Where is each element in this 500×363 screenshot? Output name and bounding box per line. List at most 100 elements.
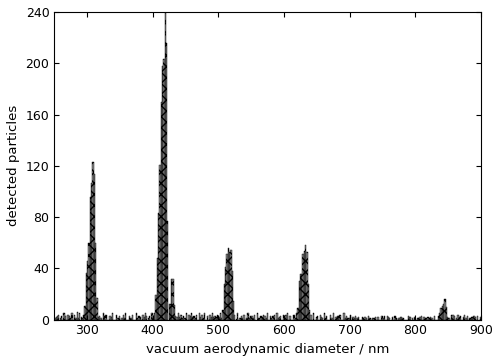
Bar xyxy=(250,316,251,320)
Bar xyxy=(370,318,371,320)
Bar xyxy=(259,318,260,320)
Bar xyxy=(267,313,268,320)
Bar xyxy=(229,252,230,320)
Bar xyxy=(443,304,444,320)
Bar xyxy=(301,274,302,320)
Bar xyxy=(162,66,163,320)
Bar xyxy=(254,314,255,320)
Bar xyxy=(350,314,351,320)
Bar xyxy=(389,318,390,320)
Bar xyxy=(106,314,107,320)
Bar xyxy=(306,252,308,320)
Bar xyxy=(234,314,235,320)
Bar xyxy=(94,174,95,320)
Bar xyxy=(146,316,148,320)
Bar xyxy=(154,313,156,320)
Bar xyxy=(460,316,462,320)
Bar xyxy=(132,314,133,320)
Bar xyxy=(343,313,344,320)
Bar xyxy=(202,318,204,320)
Bar xyxy=(258,318,259,320)
Bar xyxy=(95,244,96,320)
Bar xyxy=(198,313,200,320)
Bar xyxy=(283,314,284,320)
Bar xyxy=(188,314,190,320)
Bar xyxy=(194,316,195,320)
Bar xyxy=(358,317,359,320)
Bar xyxy=(316,317,317,320)
Bar xyxy=(90,197,91,320)
Bar xyxy=(246,318,248,320)
Bar xyxy=(330,314,332,320)
Bar xyxy=(236,319,237,320)
Bar xyxy=(410,317,412,320)
Bar xyxy=(216,317,217,320)
Bar xyxy=(83,314,84,320)
Bar xyxy=(192,317,194,320)
Bar xyxy=(286,313,288,320)
Bar xyxy=(474,317,476,320)
Bar xyxy=(79,313,80,320)
Bar xyxy=(212,313,213,320)
Bar xyxy=(112,313,114,320)
Bar xyxy=(262,317,263,320)
Bar xyxy=(129,316,130,320)
Bar xyxy=(213,317,214,320)
Bar xyxy=(462,317,464,320)
Bar xyxy=(321,317,322,320)
Bar xyxy=(348,318,350,320)
Bar xyxy=(364,317,366,320)
Bar xyxy=(309,310,310,320)
Bar xyxy=(226,254,228,320)
X-axis label: vacuum aerodynamic diameter / nm: vacuum aerodynamic diameter / nm xyxy=(146,343,390,356)
Bar xyxy=(458,314,459,320)
Bar xyxy=(57,316,58,320)
Bar xyxy=(466,316,468,320)
Bar xyxy=(278,318,279,320)
Bar xyxy=(228,248,229,320)
Bar xyxy=(179,317,180,320)
Bar xyxy=(242,318,244,320)
Bar xyxy=(302,254,304,320)
Bar xyxy=(122,314,124,320)
Bar xyxy=(170,304,171,320)
Bar xyxy=(241,316,242,320)
Bar xyxy=(388,317,389,320)
Bar xyxy=(84,306,86,320)
Bar xyxy=(140,317,141,320)
Bar xyxy=(366,318,367,320)
Bar xyxy=(180,314,182,320)
Bar xyxy=(398,318,400,320)
Bar xyxy=(382,318,384,320)
Bar xyxy=(270,316,271,320)
Bar xyxy=(124,318,125,320)
Bar xyxy=(214,316,216,320)
Bar xyxy=(280,316,281,320)
Bar xyxy=(263,314,264,320)
Bar xyxy=(118,316,120,320)
Bar xyxy=(434,316,435,320)
Bar xyxy=(184,318,186,320)
Bar xyxy=(252,318,254,320)
Bar xyxy=(477,316,478,320)
Bar xyxy=(420,316,422,320)
Bar xyxy=(136,313,137,320)
Bar xyxy=(452,314,454,320)
Bar xyxy=(297,309,298,320)
Bar xyxy=(68,316,70,320)
Bar xyxy=(210,317,212,320)
Bar xyxy=(256,313,258,320)
Bar xyxy=(279,317,280,320)
Bar xyxy=(274,314,275,320)
Bar xyxy=(87,261,88,320)
Bar xyxy=(344,318,346,320)
Bar xyxy=(470,317,472,320)
Bar xyxy=(137,318,138,320)
Bar xyxy=(92,162,94,320)
Bar xyxy=(313,313,314,320)
Bar xyxy=(70,318,71,320)
Bar xyxy=(392,317,393,320)
Bar xyxy=(459,317,460,320)
Bar xyxy=(409,317,410,320)
Bar xyxy=(430,317,431,320)
